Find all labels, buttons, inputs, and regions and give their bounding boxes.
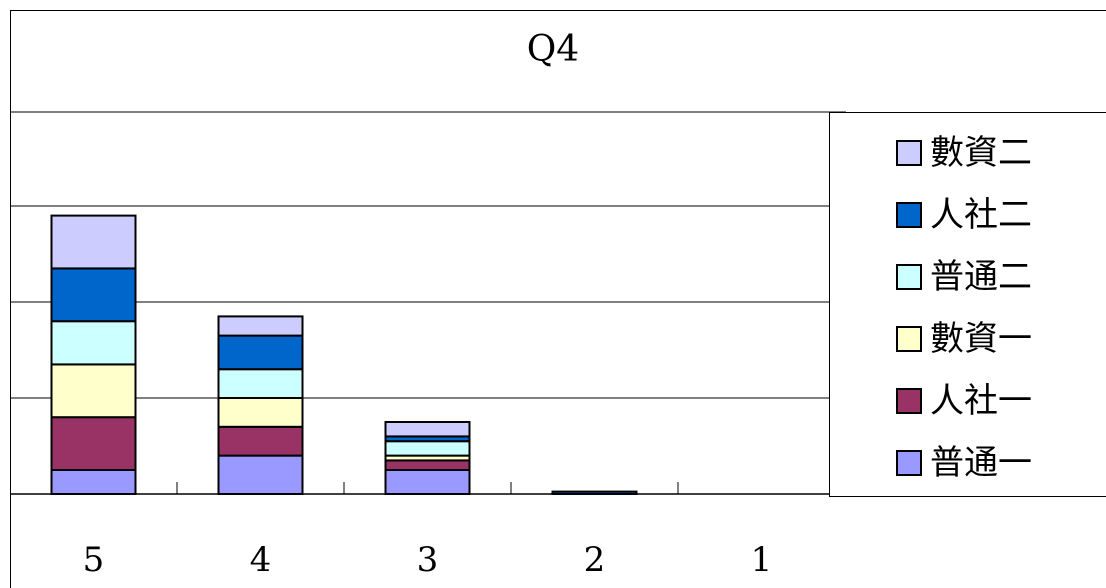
- bar-segment: [50, 469, 137, 495]
- bar-segment: [384, 421, 471, 438]
- x-tick-label: 5: [82, 540, 105, 580]
- bar-segment: [50, 363, 137, 419]
- bar-segment: [384, 440, 471, 457]
- x-tick-label: 2: [583, 540, 606, 580]
- x-axis: [10, 482, 829, 495]
- legend-item: 數資一: [896, 319, 1032, 359]
- legend-item: 數資二: [896, 133, 1032, 173]
- chart-frame: [10, 10, 1106, 588]
- bar-segment: [217, 315, 304, 337]
- bar-segment: [217, 368, 304, 400]
- x-tick-label: 4: [249, 540, 272, 580]
- bars: [50, 214, 638, 496]
- bar-segment: [217, 425, 304, 457]
- x-tick-label: 3: [416, 540, 439, 580]
- bar-segment: [384, 469, 471, 495]
- chart-title: Q4: [526, 29, 580, 70]
- bar-segment: [50, 320, 137, 366]
- bar-segment: [384, 459, 471, 471]
- legend: 數資二人社二普通二數資一人社一普通一: [829, 112, 1106, 497]
- gridlines: [10, 205, 829, 399]
- bar-segment: [50, 214, 137, 270]
- bar-segment: [217, 334, 304, 371]
- bar-segment: [50, 416, 137, 472]
- legend-swatch: [896, 326, 922, 352]
- legend-label: 數資一: [930, 319, 1032, 359]
- legend-label: 數資二: [930, 133, 1032, 173]
- legend-item: 普通二: [896, 257, 1032, 297]
- legend-swatch: [896, 388, 922, 414]
- legend-swatch: [896, 264, 922, 290]
- x-tick-label: 1: [750, 540, 773, 580]
- legend-item: 人社二: [896, 195, 1032, 235]
- legend-swatch: [896, 450, 922, 476]
- legend-label: 普通二: [930, 257, 1032, 297]
- legend-item: 人社一: [896, 381, 1032, 421]
- legend-label: 普通一: [930, 443, 1032, 483]
- legend-swatch: [896, 202, 922, 228]
- bar-segment: [217, 454, 304, 496]
- legend-label: 人社二: [930, 195, 1032, 235]
- legend-swatch: [896, 140, 922, 166]
- legend-label: 人社一: [930, 381, 1032, 421]
- legend-item: 普通一: [896, 443, 1032, 483]
- bar-segment: [217, 397, 304, 428]
- bar-segment: [50, 267, 137, 323]
